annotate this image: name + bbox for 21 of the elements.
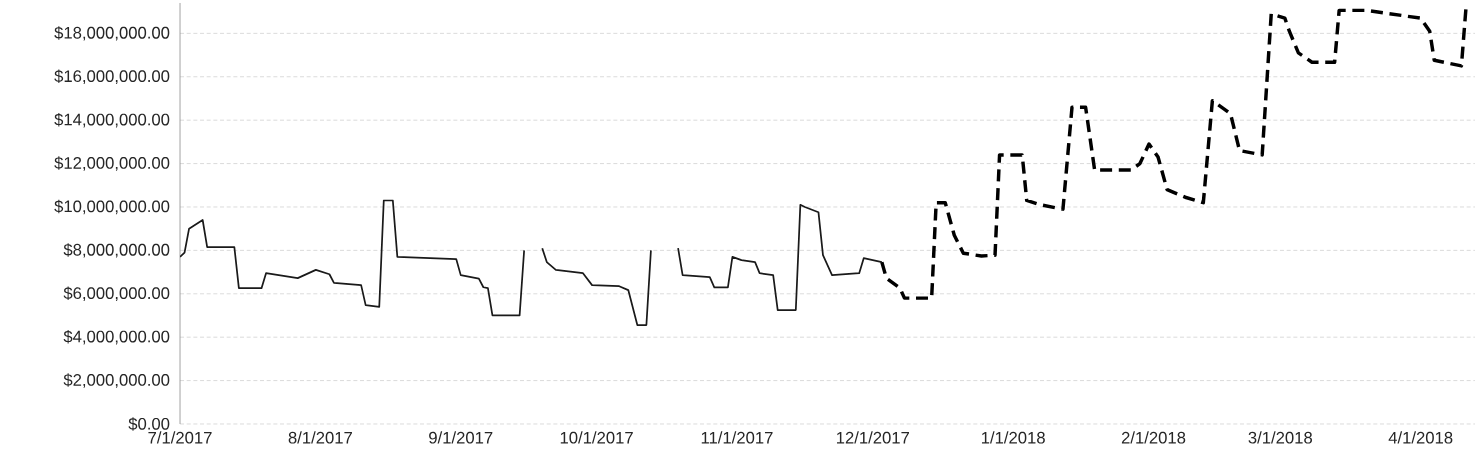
- x-tick-label: 8/1/2017: [288, 431, 352, 444]
- y-tick-label: $4,000,000.00: [63, 329, 170, 345]
- y-tick-label: $14,000,000.00: [54, 112, 170, 128]
- y-tick-label: $18,000,000.00: [54, 26, 170, 41]
- x-tick-label: 2/1/2018: [1121, 431, 1186, 444]
- y-tick-label: $10,000,000.00: [54, 199, 170, 215]
- x-tick-label: 11/1/2017: [701, 431, 773, 444]
- y-tick-label: $8,000,000.00: [63, 243, 170, 258]
- y-tick-label: $0.00: [128, 417, 170, 431]
- y-tick-label: $16,000,000.00: [54, 69, 170, 85]
- x-tick-label: 7/1/2017: [148, 431, 212, 444]
- x-tick-label: 9/1/2017: [429, 431, 493, 444]
- y-tick-label: $2,000,000.00: [63, 373, 170, 388]
- x-tick-label: 3/1/2018: [1248, 431, 1313, 444]
- y-tick-label: $12,000,000.00: [54, 156, 170, 171]
- x-tick-label: 10/1/2017: [560, 431, 633, 444]
- y-tick-label: $6,000,000.00: [63, 286, 170, 302]
- x-tick-label: 4/1/2018: [1388, 431, 1453, 444]
- x-tick-label: 12/1/2017: [836, 431, 910, 444]
- line-series: [880, 6, 1468, 300]
- x-tick-label: 1/1/2018: [981, 431, 1045, 444]
